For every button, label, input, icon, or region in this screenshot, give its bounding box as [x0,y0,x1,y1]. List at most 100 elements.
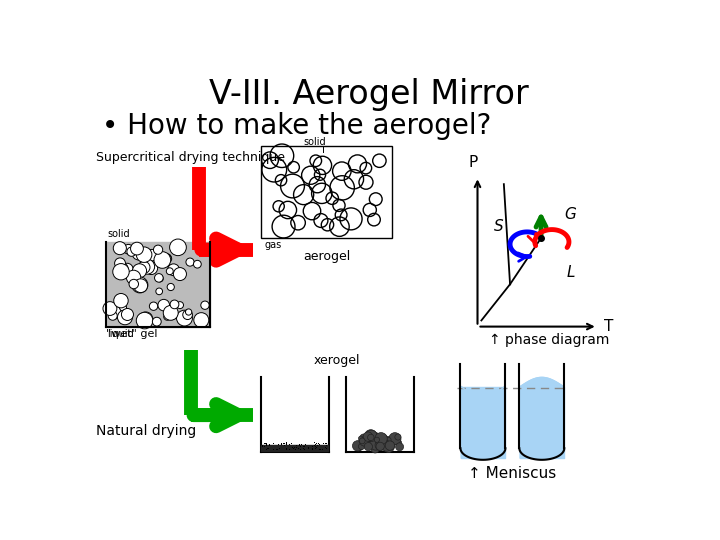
Circle shape [170,239,186,255]
Text: ↑ phase diagram: ↑ phase diagram [489,334,609,347]
Circle shape [359,438,364,443]
Circle shape [371,444,379,453]
Circle shape [155,274,163,282]
Circle shape [174,268,186,281]
Text: G: G [564,207,577,222]
Text: Natural drying: Natural drying [96,423,197,437]
Circle shape [374,437,379,442]
Circle shape [126,270,140,285]
Circle shape [387,446,392,451]
Circle shape [395,440,401,446]
Circle shape [113,242,127,255]
Circle shape [382,441,395,453]
Circle shape [170,300,179,309]
Circle shape [397,440,402,445]
Circle shape [390,434,400,443]
Circle shape [395,443,404,451]
Circle shape [153,318,161,326]
Circle shape [149,302,158,310]
Text: aerogel: aerogel [302,251,350,264]
Circle shape [374,434,383,443]
Circle shape [134,279,148,293]
Circle shape [364,442,372,451]
Circle shape [168,264,179,275]
Circle shape [129,279,138,289]
Circle shape [377,434,388,444]
Circle shape [146,249,158,261]
Circle shape [138,261,150,273]
Circle shape [114,258,125,269]
Circle shape [163,313,171,320]
Circle shape [367,434,374,441]
Text: P: P [469,156,478,170]
Circle shape [359,443,365,450]
Circle shape [376,438,387,449]
Circle shape [113,264,129,280]
Circle shape [376,442,384,450]
Circle shape [145,262,158,274]
Circle shape [385,441,395,450]
Circle shape [364,432,373,441]
Bar [261,445,328,451]
Text: Supercritical drying technique: Supercritical drying technique [96,151,285,164]
Text: xerogel: xerogel [314,354,361,367]
Circle shape [124,245,133,254]
Circle shape [132,277,148,293]
Circle shape [156,288,163,295]
Circle shape [382,436,393,448]
Circle shape [163,306,178,320]
Text: V-III. Aerogel Mirror: V-III. Aerogel Mirror [209,78,529,111]
Circle shape [375,433,387,445]
Circle shape [176,310,192,326]
Text: T: T [604,319,613,334]
Circle shape [194,313,209,328]
Text: "wet" gel: "wet" gel [106,329,157,339]
Circle shape [375,440,386,451]
Circle shape [183,310,192,320]
Circle shape [153,245,163,254]
Circle shape [165,255,171,262]
Circle shape [108,311,117,320]
Circle shape [377,435,387,446]
Circle shape [157,275,163,282]
Circle shape [158,299,169,311]
Circle shape [395,434,401,440]
Circle shape [369,436,380,448]
Text: solid: solid [303,137,326,147]
Circle shape [120,304,127,311]
Circle shape [154,252,171,268]
Circle shape [167,284,174,291]
Circle shape [140,259,155,274]
Circle shape [368,434,374,441]
Circle shape [103,302,117,315]
Circle shape [381,441,392,451]
Bar [261,146,392,238]
Circle shape [166,308,177,320]
Polygon shape [462,387,505,458]
Circle shape [360,437,369,446]
Polygon shape [520,377,564,458]
Circle shape [163,254,171,262]
Circle shape [359,436,363,441]
Circle shape [389,433,401,445]
Circle shape [127,247,136,256]
Circle shape [201,301,209,309]
Bar [106,242,210,327]
Circle shape [186,309,192,315]
Circle shape [387,444,392,450]
Circle shape [369,438,382,450]
Circle shape [136,247,152,262]
Circle shape [386,441,392,447]
Circle shape [186,258,194,266]
Circle shape [366,430,377,442]
Circle shape [130,242,143,255]
Circle shape [353,441,363,451]
Text: L: L [566,265,575,280]
Circle shape [359,438,365,444]
Text: solid: solid [107,229,130,239]
Circle shape [136,312,153,329]
Circle shape [194,260,202,268]
Circle shape [354,442,364,451]
Circle shape [176,302,184,309]
Circle shape [364,430,377,442]
